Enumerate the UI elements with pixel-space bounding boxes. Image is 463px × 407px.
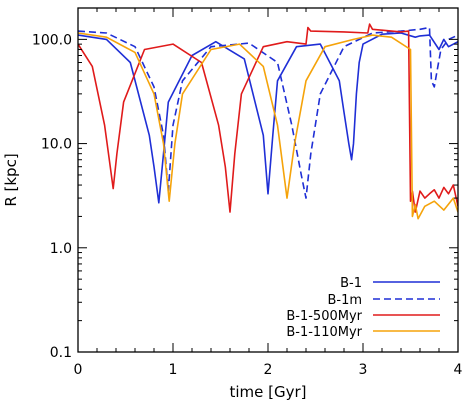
axes-layer: 0 1 2 3 4 0.1 1.0 10.0 100.0 xyxy=(32,7,463,378)
x-tick-label: 2 xyxy=(264,362,273,378)
y-tick-label: 1.0 xyxy=(50,241,72,257)
y-tick-label: 10.0 xyxy=(41,137,72,153)
y-tick-label: 0.1 xyxy=(50,345,72,361)
y-axis-label: R [kpc] xyxy=(2,153,20,206)
series-line-1 xyxy=(78,32,458,204)
x-tick-label: 0 xyxy=(74,362,83,378)
x-tick-label: 3 xyxy=(359,362,368,378)
y-tick-label: 100.0 xyxy=(32,32,72,48)
legend-label-3: B-1-500Myr xyxy=(286,309,362,324)
legend-label-1: B-1 xyxy=(340,276,362,291)
x-tick-label: 4 xyxy=(454,362,463,378)
series-layer xyxy=(78,23,458,220)
x-tick-label: 1 xyxy=(169,362,178,378)
legend-label-2: B-1m xyxy=(327,293,362,308)
x-axis-label: time [Gyr] xyxy=(229,383,306,401)
series-line-4 xyxy=(78,32,458,220)
series-line-2 xyxy=(78,26,458,199)
plot-frame xyxy=(77,7,459,353)
series-line-3 xyxy=(78,23,458,213)
legend-label-4: B-1-110Myr xyxy=(286,325,362,340)
